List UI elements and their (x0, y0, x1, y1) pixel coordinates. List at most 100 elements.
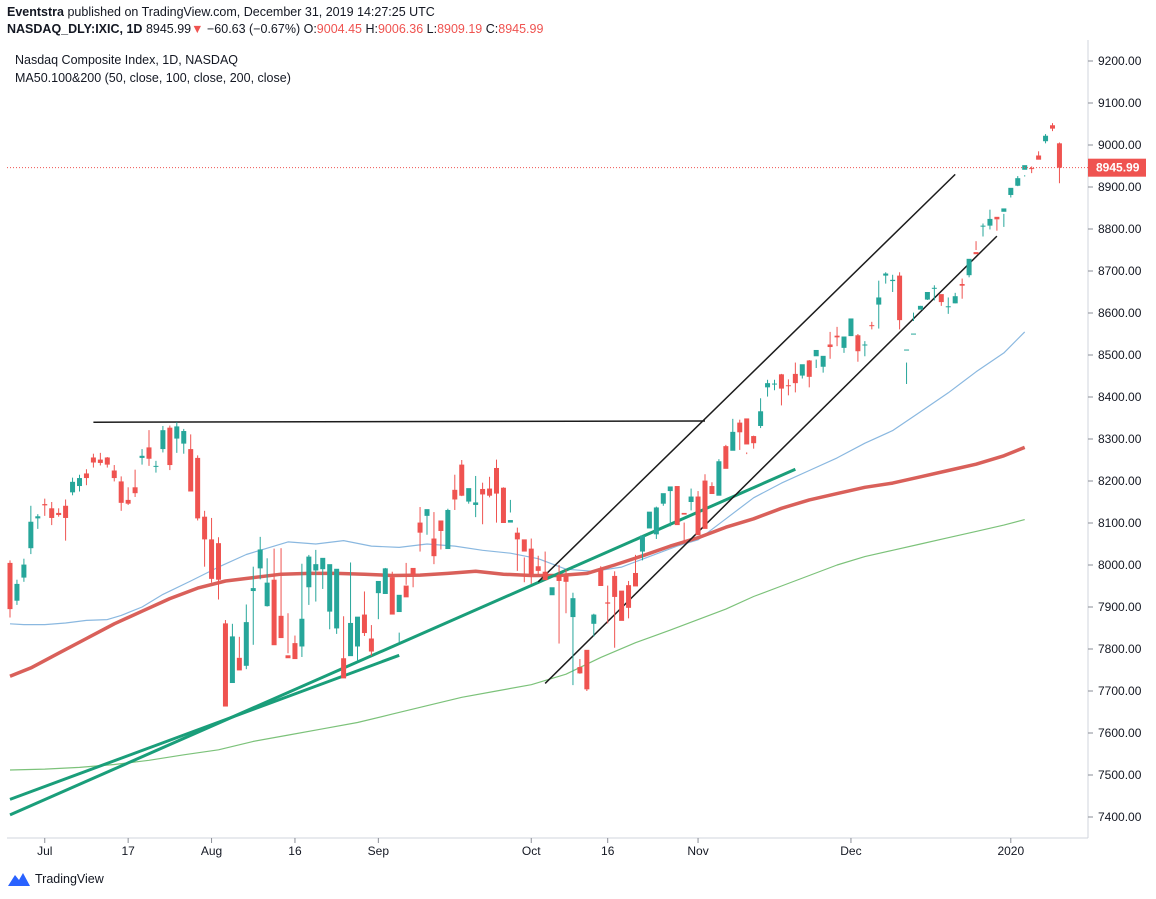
y-tick-label: 7700.00 (1098, 684, 1142, 698)
candle-body (890, 279, 896, 282)
candle (695, 491, 701, 536)
x-tick-label: Nov (687, 844, 708, 858)
candle-body (160, 430, 166, 450)
candle-body (813, 349, 819, 357)
candle-body (542, 571, 548, 581)
candle-body (876, 297, 882, 305)
candle-body (375, 580, 381, 594)
candle (973, 241, 979, 255)
candle (473, 475, 479, 518)
candle-body (174, 426, 180, 439)
y-tick-label: 7400.00 (1098, 810, 1142, 824)
price-change: −60.63 (−0.67%) (206, 22, 301, 36)
candle (758, 398, 764, 429)
y-tick-label: 9100.00 (1098, 96, 1142, 110)
candle-body (577, 667, 583, 674)
candle (181, 428, 187, 454)
candle-body (264, 582, 270, 607)
candle (174, 422, 180, 453)
candle (438, 520, 444, 550)
candle (904, 349, 910, 384)
candle-body (924, 292, 930, 300)
symbol-name: NASDAQ_DLY:IXIC, 1D (7, 22, 143, 36)
x-tick-label: 16 (601, 844, 615, 858)
candle (417, 507, 423, 552)
candle-body (35, 516, 41, 519)
candle-body (723, 446, 729, 469)
candle (320, 557, 326, 589)
candle-body (410, 567, 416, 576)
candle (257, 536, 263, 580)
candle-body (167, 427, 173, 466)
candle (869, 321, 875, 330)
candle (452, 474, 458, 510)
candle-body (146, 447, 152, 459)
candle (327, 564, 333, 630)
candle (250, 566, 256, 645)
tradingview-logo-icon[interactable] (8, 872, 30, 886)
ohlc-open: O:9004.45 (303, 22, 362, 36)
candle-body (188, 449, 194, 492)
candle-body (327, 564, 333, 612)
candle-body (653, 507, 659, 535)
trendline-green-0 (9, 653, 400, 801)
candle-body (125, 499, 131, 504)
candle-body (216, 543, 221, 580)
y-tick-label: 9000.00 (1098, 138, 1142, 152)
candle (466, 488, 472, 504)
y-tick-label: 8500.00 (1098, 348, 1142, 362)
candle-body (799, 364, 805, 376)
footer-brand[interactable]: TradingView (35, 872, 104, 886)
candle (1043, 134, 1049, 144)
candle (368, 625, 374, 656)
candle (751, 435, 757, 449)
candle (890, 274, 896, 292)
candle-body (883, 273, 889, 276)
candle-body (584, 649, 590, 690)
candle (389, 571, 395, 615)
candle (660, 493, 666, 506)
candle-body (473, 502, 479, 505)
candle-body (973, 252, 979, 255)
candle (42, 498, 48, 516)
candle (723, 444, 729, 469)
candle-body (1001, 208, 1007, 212)
candle-body (820, 355, 826, 367)
candle (945, 297, 951, 314)
candle (681, 512, 687, 543)
candle (619, 590, 625, 621)
publisher-name[interactable]: Eventstra (7, 5, 64, 19)
candle-body (952, 296, 958, 304)
candle (77, 474, 82, 492)
candle (514, 527, 520, 571)
candle (431, 512, 437, 565)
candle-body (132, 487, 138, 494)
candle (500, 487, 506, 523)
candle (598, 566, 604, 586)
candle (980, 223, 986, 237)
candle (14, 579, 20, 605)
candle (799, 364, 805, 379)
candle (584, 649, 590, 691)
ohlc-low: L:8909.19 (426, 22, 483, 36)
candle (897, 272, 903, 330)
candle (480, 482, 486, 525)
candle-body (195, 457, 201, 519)
candle (987, 209, 993, 230)
candle (785, 379, 791, 396)
candle-body (591, 614, 597, 624)
candle-body (104, 457, 110, 465)
candle-body (487, 488, 493, 496)
x-tick-label: Aug (201, 844, 222, 858)
candle-body (778, 374, 784, 389)
x-tick-label: 17 (121, 844, 135, 858)
candle (306, 554, 312, 605)
candle (202, 510, 208, 567)
last-price-label: 8945.99 (1096, 161, 1140, 175)
x-tick-label: 16 (288, 844, 302, 858)
candle-body (897, 275, 903, 321)
candle-body (646, 511, 652, 529)
candle (125, 487, 131, 505)
candle (931, 285, 937, 301)
